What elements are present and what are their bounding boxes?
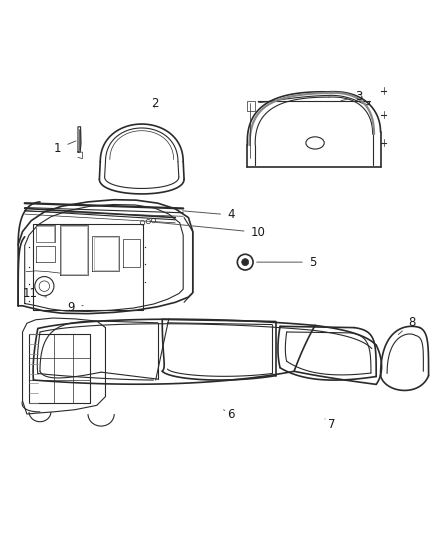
Text: 8: 8 (398, 316, 416, 335)
Text: 6: 6 (224, 408, 235, 421)
Text: 2: 2 (151, 97, 158, 110)
Text: 3: 3 (341, 90, 362, 103)
Text: 5: 5 (257, 256, 317, 269)
Text: 7: 7 (325, 418, 336, 431)
Text: 4: 4 (183, 208, 235, 222)
Text: 1: 1 (54, 141, 76, 155)
Text: 11: 11 (23, 287, 46, 300)
Text: 9: 9 (68, 302, 83, 314)
Text: 10: 10 (155, 222, 266, 239)
Circle shape (242, 259, 249, 265)
